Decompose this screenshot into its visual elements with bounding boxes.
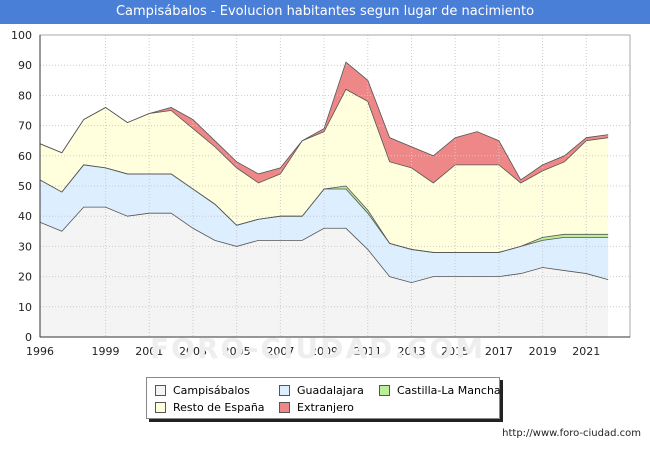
series-line-castilla-la-mancha <box>39 164 609 253</box>
legend-swatch-castilla-la-mancha <box>379 385 390 396</box>
legend-swatch-extranjero <box>279 402 290 413</box>
legend-label: Resto de España <box>173 401 265 414</box>
y-tick-label: 10 <box>18 301 32 314</box>
x-tick-label: 2011 <box>354 345 382 358</box>
legend-swatch-campisabalos <box>155 385 166 396</box>
y-tick-label: 30 <box>18 240 32 253</box>
x-tick-label: 2019 <box>529 345 557 358</box>
x-tick-label: 2007 <box>266 345 294 358</box>
chart-legend: Campisábalos Guadalajara Castilla-La Man… <box>146 377 501 419</box>
x-tick-label: 2021 <box>572 345 600 358</box>
chart-title: Campisábalos - Evolucion habitantes segu… <box>0 0 650 24</box>
legend-label: Campisábalos <box>173 384 250 397</box>
legend-swatch-guadalajara <box>279 385 290 396</box>
x-tick-label: 2017 <box>485 345 513 358</box>
y-tick-label: 80 <box>18 89 32 102</box>
x-tick-label: 2001 <box>135 345 163 358</box>
legend-label: Guadalajara <box>297 384 364 397</box>
y-tick-label: 20 <box>18 271 32 284</box>
source-url: http://www.foro-ciudad.com <box>502 428 641 439</box>
y-tick-label: 90 <box>18 59 32 72</box>
x-tick-label: 2009 <box>310 345 338 358</box>
x-tick-label: 2015 <box>441 345 469 358</box>
y-tick-label: 60 <box>18 150 32 163</box>
x-tick-label: 2013 <box>397 345 425 358</box>
series-line-campisabalos <box>39 206 609 284</box>
area-extranjero <box>40 62 609 183</box>
series-line-extranjero <box>39 61 609 181</box>
legend-label: Extranjero <box>297 401 354 414</box>
y-tick-label: 40 <box>18 210 32 223</box>
legend-item-castilla-la-mancha: Castilla-La Mancha <box>379 384 501 397</box>
y-tick-label: 0 <box>25 331 32 344</box>
legend-item-extranjero: Extranjero <box>279 401 354 414</box>
x-tick-label: 2003 <box>179 345 207 358</box>
y-tick-label: 50 <box>18 180 32 193</box>
area-guadalajara <box>40 164 609 283</box>
legend-item-resto-de-espana: Resto de España <box>155 401 265 414</box>
legend-label: Castilla-La Mancha <box>397 384 501 397</box>
y-tick-label: 70 <box>18 120 32 133</box>
legend-swatch-resto-de-espana <box>155 402 166 413</box>
y-tick-label: 100 <box>11 29 32 42</box>
legend-item-guadalajara: Guadalajara <box>279 384 364 397</box>
x-tick-label: 1996 <box>26 345 54 358</box>
watermark: FORO-CIUDAD.COM <box>150 332 486 365</box>
x-tick-label: 2005 <box>223 345 251 358</box>
legend-item-campisabalos: Campisábalos <box>155 384 250 397</box>
stacked-area-chart: 0 10 20 30 40 50 60 70 80 90 100 1996 1999 2001 2003 20… <box>11 29 631 358</box>
x-tick-label: 1999 <box>92 345 120 358</box>
